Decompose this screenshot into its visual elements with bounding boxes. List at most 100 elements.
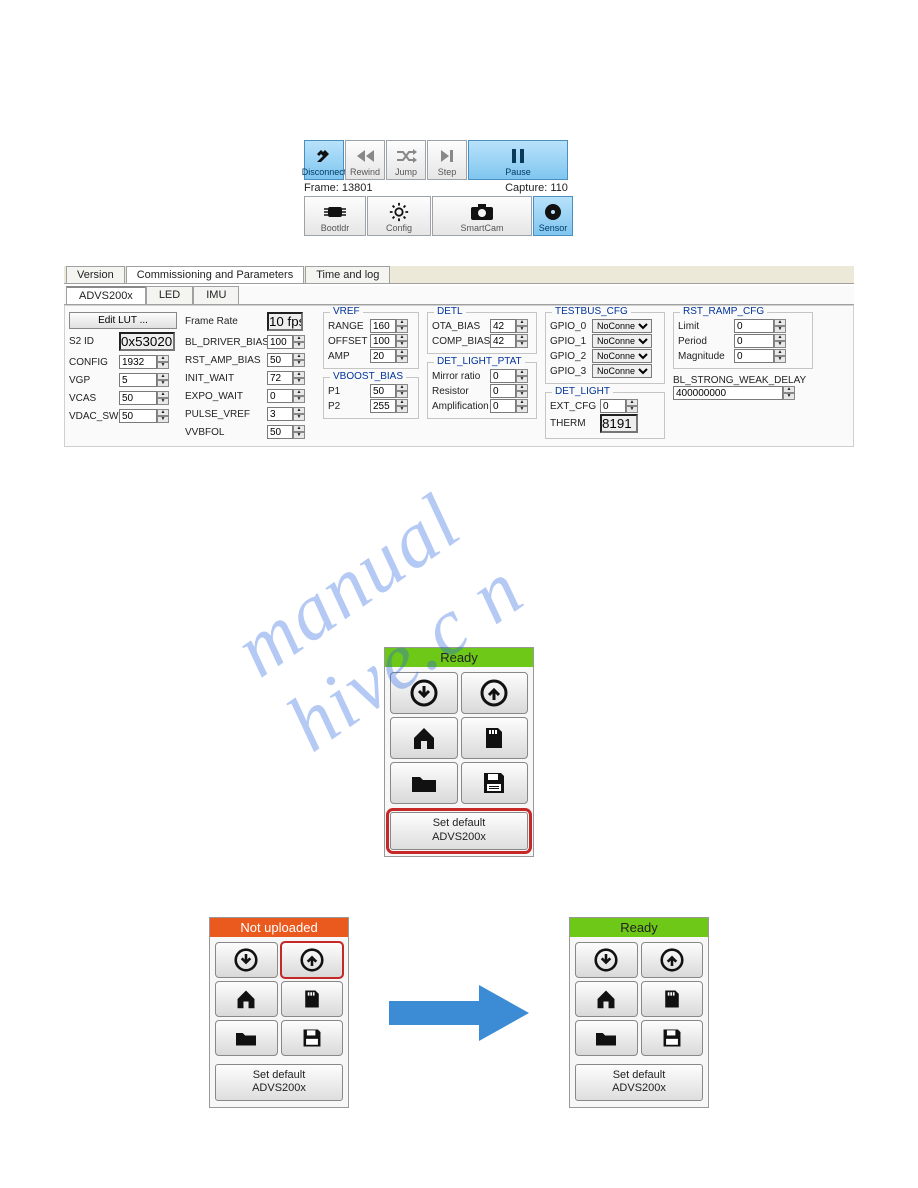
sd-button-3[interactable]	[641, 981, 704, 1017]
download-button[interactable]	[390, 672, 458, 714]
bootldr-button[interactable]: Bootldr	[304, 196, 366, 236]
tab-version[interactable]: Version	[66, 266, 125, 283]
subtab-imu[interactable]: IMU	[193, 286, 239, 304]
subtab-advs[interactable]: ADVS200x	[66, 286, 146, 304]
amp-label: AMP	[328, 351, 370, 362]
step-button[interactable]: Step	[427, 140, 467, 180]
rewind-button[interactable]: Rewind	[345, 140, 385, 180]
offset-input[interactable]	[370, 334, 396, 348]
folder-button[interactable]	[390, 762, 458, 804]
resistor-input[interactable]	[490, 384, 516, 398]
disconnect-button[interactable]: Disconnect	[304, 140, 344, 180]
period-input[interactable]	[734, 334, 774, 348]
p1-input[interactable]	[370, 384, 396, 398]
set-default-button[interactable]: Set default ADVS200x	[390, 812, 528, 850]
gpio0-select[interactable]: NoConnec	[592, 319, 652, 333]
pulsevref-spinner[interactable]: ▲▼	[293, 407, 305, 421]
ready-panel-2: Ready Set default ADVS200x	[569, 917, 709, 1109]
config-input[interactable]	[119, 355, 157, 369]
sd-button[interactable]	[461, 717, 529, 759]
tab-timelog[interactable]: Time and log	[305, 266, 390, 283]
bldriver-label: BL_DRIVER_BIAS	[185, 337, 267, 348]
download-button-2[interactable]	[215, 942, 278, 978]
magnitude-label: Magnitude	[678, 351, 734, 362]
label: Disconnect	[302, 167, 347, 177]
upload-button-2[interactable]	[281, 942, 344, 978]
vgp-spinner[interactable]: ▲▼	[157, 373, 169, 387]
rstamp-spinner[interactable]: ▲▼	[293, 353, 305, 367]
initwait-input[interactable]	[267, 371, 293, 385]
folder-button-3[interactable]	[575, 1020, 638, 1056]
upload-button-3[interactable]	[641, 942, 704, 978]
vdacsw-spinner[interactable]: ▲▼	[157, 409, 169, 423]
amplif-input[interactable]	[490, 399, 516, 413]
player-toolbar: Disconnect Rewind Jump Step Pause	[304, 140, 614, 236]
gpio0-label: GPIO_0	[550, 321, 592, 332]
arrow-icon	[389, 985, 529, 1040]
initwait-spinner[interactable]: ▲▼	[293, 371, 305, 385]
home-button-3[interactable]	[575, 981, 638, 1017]
folder-icon	[410, 771, 438, 795]
comp-input[interactable]	[490, 334, 516, 348]
folder-button-2[interactable]	[215, 1020, 278, 1056]
detlightptat-group: DET_LIGHT_PTAT Mirror ratio▲▼ Resistor▲▼…	[427, 362, 537, 419]
vcas-label: VCAS	[69, 393, 119, 404]
vcas-input[interactable]	[119, 391, 157, 405]
ota-input[interactable]	[490, 319, 516, 333]
extcfg-label: EXT_CFG	[550, 401, 600, 412]
label: Jump	[395, 167, 417, 177]
vvbfol-input[interactable]	[267, 425, 293, 439]
set-default-button-2[interactable]: Set default ADVS200x	[215, 1064, 343, 1102]
pause-button[interactable]: Pause	[468, 140, 568, 180]
gpio3-select[interactable]: NoConnec	[592, 364, 652, 378]
p2-label: P2	[328, 401, 370, 412]
save-button-2[interactable]	[281, 1020, 344, 1056]
tab-commissioning[interactable]: Commissioning and Parameters	[126, 266, 305, 283]
p2-input[interactable]	[370, 399, 396, 413]
range-input[interactable]	[370, 319, 396, 333]
download-button-3[interactable]	[575, 942, 638, 978]
expowait-input[interactable]	[267, 389, 293, 403]
vgp-input[interactable]	[119, 373, 157, 387]
frame-status: Frame: 13801	[304, 182, 459, 194]
status-not-uploaded: Not uploaded	[210, 918, 348, 937]
subtab-led[interactable]: LED	[146, 286, 193, 304]
amp-input[interactable]	[370, 349, 396, 363]
blstrong-input[interactable]	[673, 386, 783, 400]
set-default-button-3[interactable]: Set default ADVS200x	[575, 1064, 703, 1102]
vdacsw-input[interactable]	[119, 409, 157, 423]
save-button[interactable]	[461, 762, 529, 804]
s2id-input	[119, 332, 175, 351]
mirror-input[interactable]	[490, 369, 516, 383]
gpio2-select[interactable]: NoConnec	[592, 349, 652, 363]
status-ready-2: Ready	[570, 918, 708, 937]
sd-button-2[interactable]	[281, 981, 344, 1017]
comp-label: COMP_BIAS	[432, 336, 490, 347]
upload-button[interactable]	[461, 672, 529, 714]
save-button-3[interactable]	[641, 1020, 704, 1056]
gpio1-select[interactable]: NoConnec	[592, 334, 652, 348]
sensor-button[interactable]: Sensor	[533, 196, 573, 236]
vcas-spinner[interactable]: ▲▼	[157, 391, 169, 405]
jump-button[interactable]: Jump	[386, 140, 426, 180]
config-spinner[interactable]: ▲▼	[157, 355, 169, 369]
home-button[interactable]	[390, 717, 458, 759]
bldriver-input[interactable]	[267, 335, 293, 349]
extcfg-input[interactable]	[600, 399, 626, 413]
magnitude-input[interactable]	[734, 349, 774, 363]
limit-input[interactable]	[734, 319, 774, 333]
gpio2-label: GPIO_2	[550, 351, 592, 362]
home-button-2[interactable]	[215, 981, 278, 1017]
vvbfol-spinner[interactable]: ▲▼	[293, 425, 305, 439]
label: Pause	[505, 167, 531, 177]
floppy-icon	[481, 770, 507, 796]
pulsevref-input[interactable]	[267, 407, 293, 421]
edit-lut-button[interactable]: Edit LUT ...	[69, 312, 177, 329]
label: Config	[386, 223, 412, 233]
label: Rewind	[350, 167, 380, 177]
bldriver-spinner[interactable]: ▲▼	[293, 335, 305, 349]
rstamp-input[interactable]	[267, 353, 293, 367]
expowait-spinner[interactable]: ▲▼	[293, 389, 305, 403]
config-button[interactable]: Config	[367, 196, 431, 236]
smartcam-button[interactable]: SmartCam	[432, 196, 532, 236]
